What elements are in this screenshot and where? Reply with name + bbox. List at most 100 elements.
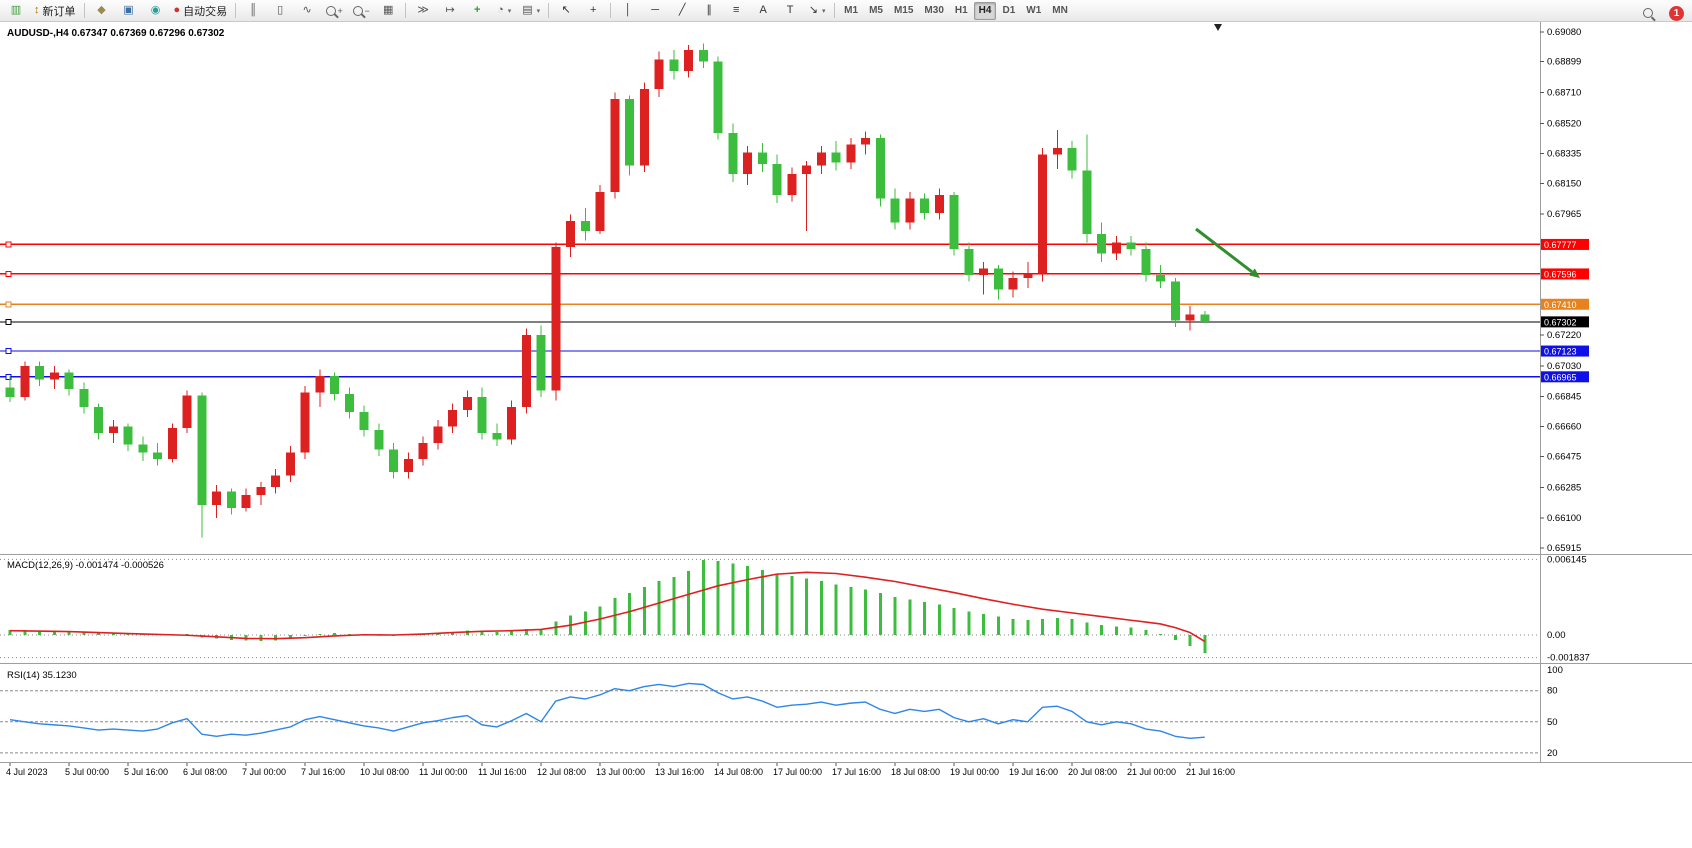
candle-body bbox=[448, 410, 457, 427]
timeframe-m30-button[interactable]: M30 bbox=[924, 5, 944, 16]
svg-text:0.67123: 0.67123 bbox=[1544, 347, 1577, 357]
horizontal-line-button[interactable]: ─ bbox=[642, 1, 668, 21]
candles[interactable] bbox=[5, 43, 1210, 538]
hline-0.66965[interactable] bbox=[0, 373, 1540, 380]
rsi-pane[interactable]: 100 80 50 20 RSI(14) 35.1230 bbox=[0, 665, 1563, 759]
candle-body bbox=[212, 491, 221, 505]
periods-button[interactable]: ◔ ▾ bbox=[491, 1, 517, 21]
chart-canvas[interactable]: 0.69080 0.68899 0.68710 0.68520 0.68335 0.681… bbox=[0, 22, 1692, 780]
auto-trading-icon: ● bbox=[173, 4, 181, 16]
price-tick: 0.67965 bbox=[1547, 209, 1581, 220]
candle-body bbox=[757, 152, 767, 165]
vertical-line-button[interactable]: │ bbox=[615, 1, 641, 21]
candle-body bbox=[875, 137, 885, 199]
workspace-empty bbox=[0, 780, 1692, 848]
hline-handle bbox=[5, 373, 12, 380]
metaquotes-compass-button[interactable]: ◆ bbox=[89, 1, 115, 21]
price-tick: 0.68710 bbox=[1547, 87, 1581, 98]
text-button[interactable]: A bbox=[750, 1, 776, 21]
candle-body bbox=[654, 59, 664, 90]
label-button[interactable]: T bbox=[777, 1, 803, 21]
macd-pane[interactable]: 0.006145 0.00 -0.001837 MACD(12,26,9) -0.00… bbox=[0, 554, 1590, 664]
timeframe-mn-button[interactable]: MN bbox=[1052, 5, 1068, 16]
timeframe-h1-button[interactable]: H1 bbox=[954, 5, 968, 16]
trend-arrow[interactable] bbox=[1195, 227, 1260, 278]
time-tick-label: 21 Jul 00:00 bbox=[1127, 767, 1176, 777]
price-tick: 0.68335 bbox=[1547, 148, 1581, 159]
candle-body bbox=[551, 247, 561, 391]
auto-trading-button[interactable]: ● 自动交易 bbox=[170, 1, 232, 21]
candle-body bbox=[182, 395, 192, 429]
templates-button[interactable]: ▤ ▾ bbox=[518, 1, 544, 21]
candle-body bbox=[698, 49, 708, 62]
timeframe-d1-button[interactable]: D1 bbox=[1002, 5, 1016, 16]
arrows-button[interactable]: ↘ ▾ bbox=[804, 1, 830, 21]
candle-body bbox=[728, 133, 738, 174]
auto-scroll-button[interactable]: ≫ bbox=[410, 1, 436, 21]
chart-shift-marker[interactable] bbox=[1214, 24, 1222, 31]
indicators-button[interactable]: + bbox=[464, 1, 490, 21]
hline-0.67410[interactable] bbox=[0, 301, 1540, 308]
market-button[interactable]: ▣ bbox=[116, 1, 142, 21]
chart-shift-icon: ↦ bbox=[445, 4, 455, 16]
timeframe-m1-button[interactable]: M1 bbox=[844, 5, 859, 16]
zoom-out-button[interactable]: − bbox=[348, 1, 374, 21]
time-axis[interactable]: 4 Jul 2023 5 Jul 00:00 5 Jul 16:00 6 Jul 08… bbox=[6, 763, 1235, 777]
channel-icon: ∥ bbox=[706, 4, 712, 16]
candle-body bbox=[197, 395, 207, 505]
fibonacci-icon: ≡ bbox=[732, 4, 740, 16]
tile-windows-button[interactable]: ▦ bbox=[375, 1, 401, 21]
hline-0.67123[interactable] bbox=[0, 348, 1540, 355]
toolbar-separator bbox=[834, 3, 836, 18]
caret-down-icon: ▾ bbox=[536, 7, 541, 15]
price-tick: 0.66475 bbox=[1547, 452, 1581, 463]
hline-handle bbox=[5, 270, 12, 277]
time-tick-label: 13 Jul 16:00 bbox=[655, 767, 704, 777]
time-tick-label: 21 Jul 16:00 bbox=[1186, 767, 1235, 777]
hline-handle bbox=[5, 318, 12, 325]
new-chart-button[interactable]: ▥ bbox=[3, 1, 29, 21]
chart-title: AUDUSD-,H4 0.67347 0.67369 0.67296 0.673… bbox=[7, 28, 225, 39]
candlestick-chart-button[interactable]: ▯ bbox=[267, 1, 293, 21]
timeframe-w1-button[interactable]: W1 bbox=[1026, 5, 1042, 16]
community-button[interactable]: ◉ bbox=[143, 1, 169, 21]
search-button[interactable] bbox=[1635, 3, 1661, 23]
timeframe-m5-button[interactable]: M5 bbox=[869, 5, 883, 16]
candle-body bbox=[1023, 273, 1033, 279]
time-tick-label: 18 Jul 08:00 bbox=[891, 767, 940, 777]
zoom-in-button[interactable]: + bbox=[321, 1, 347, 21]
trendline-button[interactable]: ╱ bbox=[669, 1, 695, 21]
channel-button[interactable]: ∥ bbox=[696, 1, 722, 21]
crosshair-icon: + bbox=[589, 4, 597, 16]
time-tick-label: 5 Jul 00:00 bbox=[65, 767, 109, 777]
tile-windows-icon: ▦ bbox=[382, 4, 394, 16]
candle-body bbox=[359, 411, 369, 430]
cursor-button[interactable]: ↖ bbox=[553, 1, 579, 21]
price-scale[interactable]: 0.69080 0.68899 0.68710 0.68520 0.68335 0.681… bbox=[1540, 27, 1589, 554]
rsi-scale-tick: 50 bbox=[1547, 717, 1558, 728]
hline-0.67596[interactable] bbox=[0, 270, 1540, 277]
caret-down-icon: ▾ bbox=[822, 7, 826, 15]
periods-icon: ◔ bbox=[497, 4, 504, 16]
notification-badge[interactable]: 1 bbox=[1669, 5, 1684, 21]
new-order-button-label: 新订单 bbox=[42, 5, 76, 18]
fibonacci-button[interactable]: ≡ bbox=[723, 1, 749, 21]
bar-chart-button[interactable]: ║ bbox=[240, 1, 266, 21]
chart-shift-button[interactable]: ↦ bbox=[437, 1, 463, 21]
candle-body bbox=[49, 372, 59, 380]
crosshair-button[interactable]: + bbox=[580, 1, 606, 21]
price-tick: 0.67220 bbox=[1547, 330, 1581, 341]
line-chart-button[interactable]: ∿ bbox=[294, 1, 320, 21]
timeframe-h4-button[interactable]: H4 bbox=[973, 1, 997, 20]
timeframe-m15-button[interactable]: M15 bbox=[893, 5, 914, 16]
time-tick-label: 13 Jul 00:00 bbox=[596, 767, 645, 777]
new-order-button[interactable]: ↕ 新订单 bbox=[30, 1, 80, 21]
search-icon bbox=[1643, 8, 1653, 18]
hline-0.67302[interactable] bbox=[0, 318, 1540, 325]
candle-body bbox=[108, 426, 118, 434]
arrows-icon: ↘ bbox=[808, 4, 818, 16]
svg-text:0.67777: 0.67777 bbox=[1544, 240, 1577, 250]
hline-0.67777[interactable] bbox=[0, 241, 1540, 248]
time-tick-label: 6 Jul 08:00 bbox=[183, 767, 227, 777]
bar-chart-icon: ║ bbox=[249, 4, 258, 16]
